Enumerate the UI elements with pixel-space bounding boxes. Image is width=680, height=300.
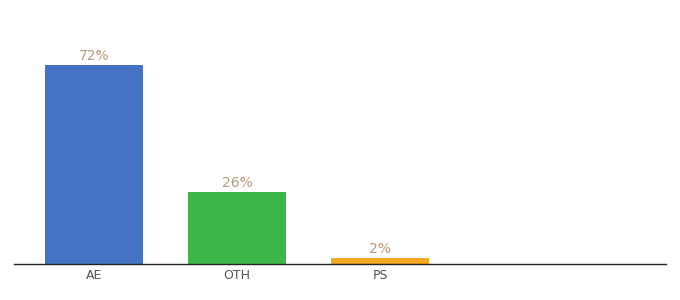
Text: 26%: 26% [222,176,252,190]
Text: 72%: 72% [79,49,109,63]
Bar [45,65,143,264]
Bar [188,192,286,264]
Text: 2%: 2% [369,242,391,256]
Bar [331,259,430,264]
